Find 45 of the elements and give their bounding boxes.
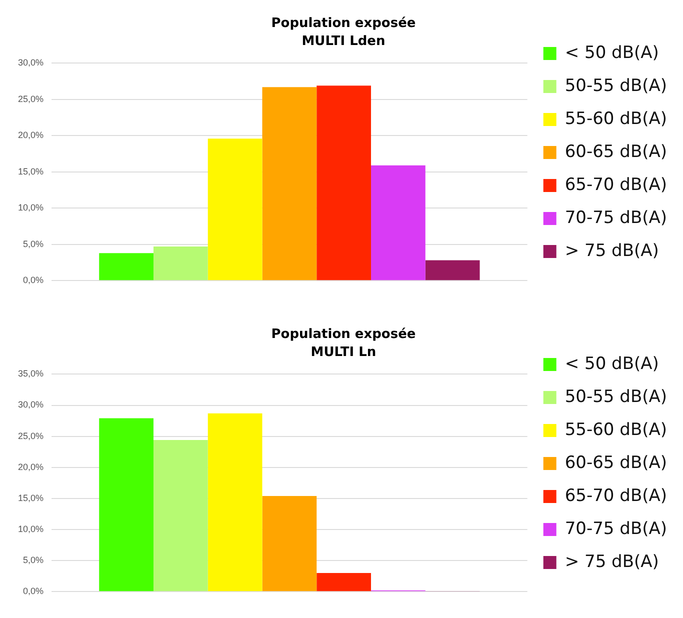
bar bbox=[153, 246, 208, 280]
legend-label: 55-60 dB(A) bbox=[564, 108, 668, 129]
y-tick-label: 20,0% bbox=[18, 462, 44, 472]
bar bbox=[262, 496, 317, 592]
y-tick-label: 25,0% bbox=[18, 430, 44, 441]
legend-label: < 50 dB(A) bbox=[564, 42, 659, 63]
bar bbox=[208, 413, 262, 592]
legend-label: 65-70 dB(A) bbox=[564, 174, 668, 195]
y-tick-label: 35,0% bbox=[18, 368, 44, 379]
legend-label: 60-65 dB(A) bbox=[564, 142, 668, 162]
y-tick-label: 10,0% bbox=[18, 524, 44, 534]
chart-subtitle: MULTI Ln bbox=[310, 344, 376, 360]
bar bbox=[153, 440, 208, 592]
y-tick-label: 30,0% bbox=[18, 400, 44, 410]
legend-label: 70-75 dB(A) bbox=[564, 518, 668, 539]
legend-label: 65-70 dB(A) bbox=[564, 486, 668, 506]
y-tick-label: 5,0% bbox=[23, 555, 44, 566]
legend-label: 55-60 dB(A) bbox=[564, 420, 668, 440]
y-tick-label: 10,0% bbox=[18, 202, 44, 213]
legend-label: 60-65 dB(A) bbox=[564, 452, 668, 473]
bar bbox=[208, 138, 262, 280]
bar bbox=[371, 165, 426, 280]
bar bbox=[262, 87, 317, 280]
chart-subtitle: MULTI Lden bbox=[302, 34, 386, 49]
y-tick-label: 20,0% bbox=[18, 130, 44, 140]
legend-label: 70-75 dB(A) bbox=[564, 208, 668, 228]
legend-label: > 75 dB(A) bbox=[564, 240, 659, 261]
bar bbox=[99, 418, 154, 592]
chart-title: Population exposée bbox=[271, 16, 416, 32]
bar bbox=[99, 253, 154, 280]
legend-label: < 50 dB(A) bbox=[564, 354, 659, 374]
legend-label: > 75 dB(A) bbox=[564, 552, 659, 572]
y-tick-label: 0,0% bbox=[23, 586, 44, 596]
legend-label: 50-55 dB(A) bbox=[564, 386, 668, 407]
bar bbox=[425, 260, 480, 280]
legend-label: 50-55 dB(A) bbox=[564, 76, 668, 96]
y-tick-label: 25,0% bbox=[18, 94, 44, 104]
y-tick-label: 30,0% bbox=[18, 58, 44, 68]
bar bbox=[316, 572, 372, 592]
y-tick-label: 0,0% bbox=[23, 275, 44, 286]
y-tick-label: 5,0% bbox=[23, 238, 44, 249]
y-tick-label: 15,0% bbox=[18, 492, 44, 503]
chart-title: Population exposée bbox=[271, 327, 416, 342]
y-tick-label: 15,0% bbox=[18, 166, 44, 176]
bar bbox=[316, 86, 372, 280]
